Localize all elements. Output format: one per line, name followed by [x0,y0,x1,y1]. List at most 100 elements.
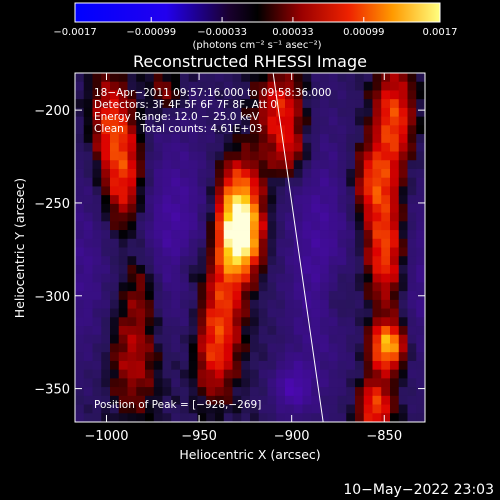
heatmap-cell [101,186,111,196]
heatmap-cell [215,387,225,397]
annotation-time-range: 18−Apr−2011 09:57:16.000 to 09:58:36.000 [94,87,331,99]
heatmap-cell [110,247,120,257]
heatmap-cell [381,378,391,388]
heatmap-cell [232,264,242,275]
heatmap-cell [127,203,137,214]
heatmap-cell [188,177,198,187]
heatmap-cell [285,238,295,248]
heatmap-cell [171,99,181,109]
heatmap-cell [285,125,295,135]
heatmap-cell [337,107,347,118]
heatmap-cell [153,116,163,126]
heatmap-cell [346,404,356,414]
heatmap-cell [372,195,382,205]
heatmap-cell [416,256,425,266]
heatmap-cell [232,125,242,135]
heatmap-cell [118,221,128,231]
heatmap-cell [398,203,408,214]
heatmap-cell [92,273,102,283]
heatmap-cell [363,352,373,362]
heatmap-cell [145,168,155,179]
heatmap-cell [171,317,181,327]
heatmap-cell [390,195,400,205]
heatmap-cell [381,142,391,152]
heatmap-cell [250,282,260,292]
heatmap-cell [180,221,190,231]
heatmap-cell [75,186,85,196]
heatmap-cell [118,195,128,205]
heatmap-cell [250,264,260,275]
heatmap-cell [285,247,295,257]
heatmap-cell [127,221,137,231]
heatmap-cell [311,360,321,371]
heatmap-cell [320,230,330,240]
heatmap-cell [145,125,155,135]
heatmap-cell [416,273,425,283]
heatmap-cell [328,343,338,353]
heatmap-cell [372,352,382,362]
heatmap-cell [162,134,172,144]
heatmap-cell [285,264,295,275]
heatmap-cell [416,73,425,83]
heatmap-cell [127,343,137,353]
heatmap-cell [241,273,251,283]
heatmap-cell [215,413,225,422]
heatmap-cell [250,142,260,152]
heatmap-cell [311,195,321,205]
heatmap-cell [285,291,295,301]
heatmap-cell [206,360,216,371]
heatmap-cell [127,387,137,397]
heatmap-cell [241,230,251,240]
y-tick-label: −350 [34,383,70,398]
heatmap-cell [328,177,338,187]
heatmap-cell [390,413,400,422]
heatmap-cell [328,352,338,362]
heatmap-cell [302,160,312,170]
heatmap-cell [188,116,198,126]
heatmap-cell [372,404,382,414]
heatmap-cell [223,142,233,152]
heatmap-cell [75,90,85,100]
heatmap-cell [337,291,347,301]
heatmap-cell [267,230,277,240]
heatmap-cell [416,264,425,275]
heatmap-cell [293,291,303,301]
heatmap-cell [363,378,373,388]
heatmap-cell [267,282,277,292]
heatmap-cell [232,352,242,362]
heatmap-cell [145,186,155,196]
heatmap-cell [407,151,417,161]
heatmap-cell [223,352,233,362]
heatmap-cell [372,256,382,266]
heatmap-cell [293,221,303,231]
heatmap-cell [197,360,207,371]
heatmap-cell [407,256,417,266]
y-axis-label: Heliocentric Y (arcsec) [12,178,27,318]
heatmap-cell [188,273,198,283]
heatmap-cell [145,151,155,161]
heatmap-cell [407,160,417,170]
heatmap-cell [162,308,172,318]
heatmap-cell [407,107,417,118]
heatmap-cell [110,116,120,126]
heatmap-cell [101,326,111,336]
heatmap-cell [101,317,111,327]
heatmap-cell [258,256,268,266]
heatmap-cell [416,116,425,126]
heatmap-cell [241,186,251,196]
heatmap-cell [390,238,400,248]
heatmap-cell [267,264,277,275]
heatmap-cell [276,151,286,161]
heatmap-cell [136,395,146,405]
heatmap-cell [372,73,382,83]
heatmap-cell [355,168,365,179]
heatmap-cell [215,168,225,179]
colorbar-ticks: −0.0017 −0.00099 −0.00033 0.00033 0.00099 0.0… [53,17,458,38]
heatmap-cell [145,195,155,205]
heatmap-cell [372,230,382,240]
heatmap-cell [398,308,408,318]
heatmap-cell [276,264,286,275]
heatmap-cell [136,247,146,257]
heatmap-cell [416,238,425,248]
heatmap-cell [407,195,417,205]
